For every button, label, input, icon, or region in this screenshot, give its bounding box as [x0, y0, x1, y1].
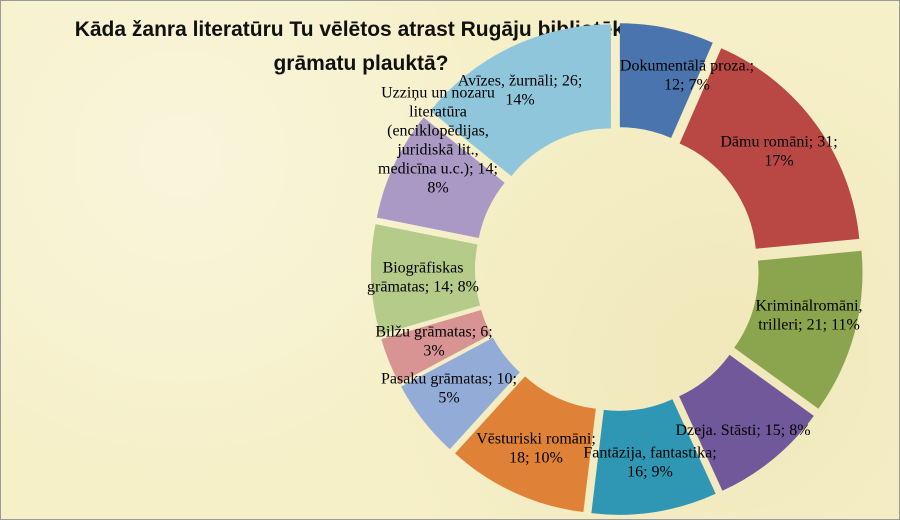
data-label-1-line-1: Dokumentālā proza.;	[620, 58, 754, 75]
data-label-10-line-3: (enciklopēdijas,	[387, 123, 489, 140]
data-label-6-line-1: Vēsturiski romāni;	[476, 431, 596, 448]
slice-11	[430, 24, 611, 177]
data-label-9-line-2: grāmatas; 14; 8%	[367, 279, 479, 296]
data-label-10-line-4: juridiskā lit.,	[396, 142, 478, 159]
data-label-3-line-1: Kriminālromāni,	[755, 298, 862, 315]
data-label-8-line-2: 3%	[423, 343, 444, 360]
slice-2	[679, 48, 860, 249]
slice-1	[619, 23, 713, 139]
slice-7	[401, 337, 520, 450]
slice-9	[371, 224, 481, 335]
data-label-7-line-1: Pasaku grāmatas; 10;	[381, 371, 517, 388]
data-label-10-line-6: 8%	[427, 180, 448, 197]
data-label-3-line-2: trilleri; 21; 11%	[758, 317, 860, 334]
slice-8	[381, 310, 492, 384]
data-label-8-line-1: Bilžu grāmatas; 6;	[375, 324, 492, 341]
chart-title-line-2: grāmatu plauktā?	[273, 52, 449, 75]
chart-title: Kāda žanra literatūru Tu vēlētos atrast …	[1, 13, 721, 81]
slice-layer	[371, 23, 863, 515]
chart-title-line-1: Kāda žanra literatūru Tu vēlētos atrast …	[74, 18, 648, 41]
data-label-10-line-2: literatūra	[409, 104, 467, 121]
data-label-11-line-1: Avīzes, žurnāli; 26;	[458, 73, 583, 90]
slice-5	[591, 399, 716, 515]
data-label-2-line-2: 17%	[764, 153, 793, 170]
data-label-2-line-1: Dāmu romāni; 31;	[720, 134, 837, 151]
data-label-10-line-1: Uzziņu un nozaru	[381, 85, 495, 102]
data-label-5-line-2: 16; 9%	[627, 464, 673, 481]
slice-10	[376, 117, 505, 238]
data-label-1-line-2: 12; 7%	[664, 77, 710, 94]
data-label-9-line-1: Biogrāfiskas	[383, 260, 464, 277]
slice-6	[455, 376, 596, 513]
slice-3	[734, 250, 863, 409]
data-label-7-line-2: 5%	[438, 390, 459, 407]
data-label-10-line-5: medicīna u.c.); 14;	[378, 161, 498, 178]
data-label-6-line-2: 18; 10%	[509, 450, 563, 467]
data-label-4-line-1: Dzeja. Stāsti; 15; 8%	[675, 422, 810, 439]
slice-4	[679, 354, 814, 491]
data-label-11-line-2: 14%	[505, 92, 534, 109]
data-label-5-line-1: Fantāzija, fantastika;	[583, 445, 716, 462]
data-label-layer: Dokumentālā proza.; 12; 7% Dāmu romāni; 31…	[367, 58, 863, 481]
